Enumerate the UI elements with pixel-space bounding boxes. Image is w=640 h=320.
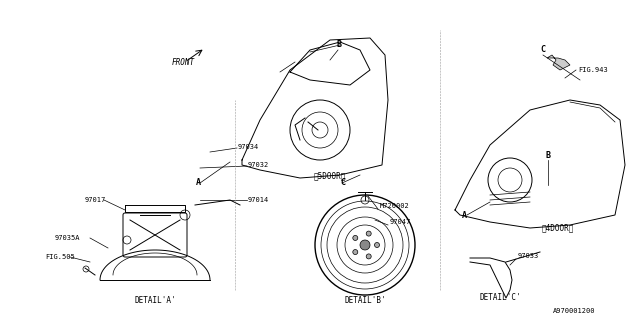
Text: A: A <box>462 211 467 220</box>
Circle shape <box>366 231 371 236</box>
Circle shape <box>366 254 371 259</box>
Text: C: C <box>340 178 345 187</box>
Text: FIG.943: FIG.943 <box>578 67 608 73</box>
Text: B: B <box>336 40 341 49</box>
Circle shape <box>360 240 370 250</box>
Text: 97034: 97034 <box>238 144 259 150</box>
Text: C: C <box>540 45 545 54</box>
Text: DETAIL'B': DETAIL'B' <box>344 296 386 305</box>
Text: 〨4DOOR〩: 〨4DOOR〩 <box>542 223 574 232</box>
Circle shape <box>374 243 380 247</box>
Text: DETAIL'A': DETAIL'A' <box>134 296 176 305</box>
Circle shape <box>353 250 358 254</box>
Text: 97047: 97047 <box>390 219 412 225</box>
Polygon shape <box>547 55 570 70</box>
Text: 97017: 97017 <box>85 197 106 203</box>
Text: 97032: 97032 <box>248 162 269 168</box>
Text: A: A <box>196 178 201 187</box>
Text: 97014: 97014 <box>248 197 269 203</box>
Text: B: B <box>545 151 550 160</box>
Text: M720002: M720002 <box>380 203 410 209</box>
Circle shape <box>353 236 358 240</box>
Text: 〨5DOOR〩: 〨5DOOR〩 <box>314 171 346 180</box>
Text: FRONT: FRONT <box>172 58 195 67</box>
Text: FIG.505: FIG.505 <box>45 254 75 260</box>
Text: DETAIL'C': DETAIL'C' <box>479 293 521 302</box>
Text: A970001200: A970001200 <box>552 308 595 314</box>
Text: 97035A: 97035A <box>55 235 81 241</box>
Text: 97033: 97033 <box>518 253 540 259</box>
